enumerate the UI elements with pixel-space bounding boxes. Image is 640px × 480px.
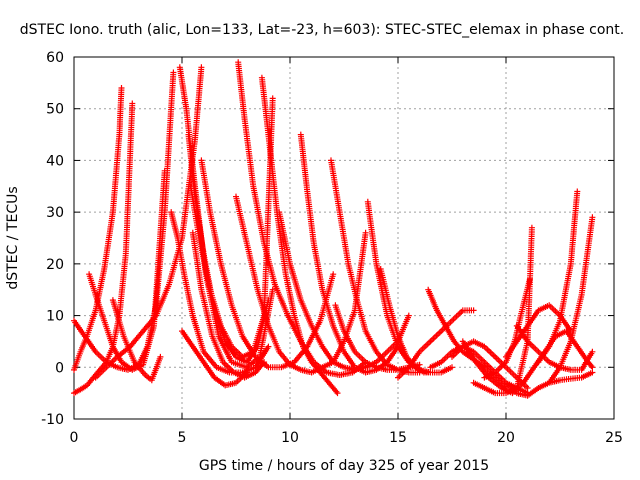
- y-tick-label: 30: [46, 205, 64, 221]
- x-tick-label: 15: [389, 430, 407, 446]
- x-axis-title: GPS time / hours of day 325 of year 2015: [199, 458, 489, 474]
- y-tick-label: 50: [46, 102, 64, 118]
- y-tick-label: 10: [46, 309, 64, 325]
- y-tick-label: -10: [41, 412, 64, 428]
- y-tick-label: 20: [46, 257, 64, 273]
- x-tick-label: 10: [281, 430, 299, 446]
- y-axis: -10 0 10 20 30 40 50 60: [41, 50, 614, 428]
- plot-frame: [73, 56, 615, 420]
- y-tick-label: 40: [46, 153, 64, 169]
- chart-title: dSTEC Iono. truth (alic, Lon=133, Lat=-2…: [20, 22, 624, 38]
- x-tick-label: 25: [605, 430, 623, 446]
- data-points: [71, 59, 596, 399]
- series-markers: [71, 59, 596, 399]
- y-tick-label: 60: [46, 50, 64, 66]
- x-tick-label: 5: [178, 430, 187, 446]
- x-tick-label: 0: [70, 430, 79, 446]
- y-tick-label: 0: [55, 360, 64, 376]
- x-tick-label: 20: [497, 430, 515, 446]
- y-axis-title: dSTEC / TECUs: [5, 186, 21, 289]
- x-axis: 0 5 10 15 20 25: [70, 57, 623, 446]
